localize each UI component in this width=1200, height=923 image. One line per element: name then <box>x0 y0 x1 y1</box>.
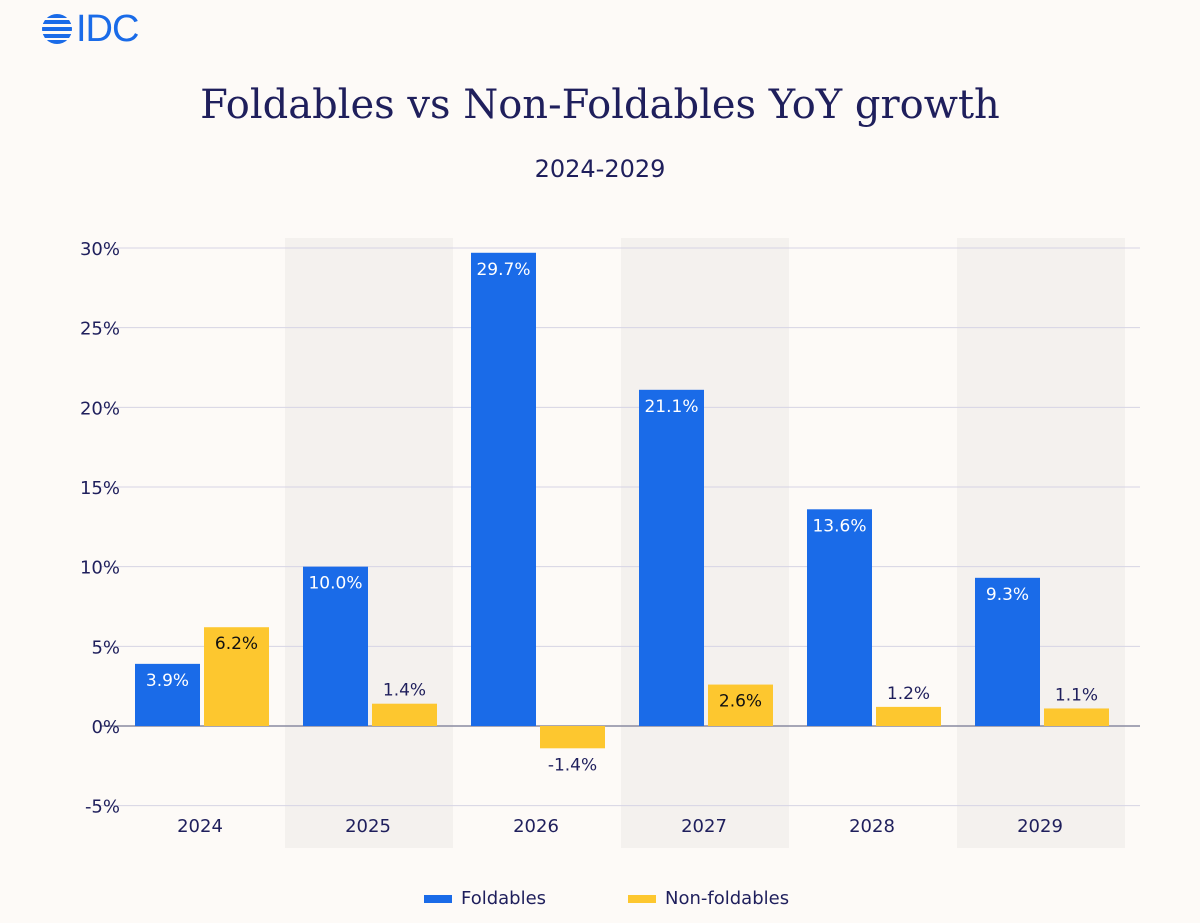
y-tick-label: -5% <box>85 797 120 818</box>
bar-non-foldables <box>372 703 437 726</box>
data-label: 2.6% <box>719 692 762 712</box>
logo-text: IDC <box>76 8 139 50</box>
bar-foldables <box>303 566 368 726</box>
chart-title: Foldables vs Non-Foldables YoY growth <box>200 82 1000 128</box>
legend: Foldables Non-foldables <box>0 888 1200 916</box>
bar-foldables <box>135 663 200 726</box>
idc-logo: IDC <box>40 8 139 50</box>
data-label: 9.3% <box>986 585 1029 605</box>
legend-label: Non-foldables <box>665 888 790 909</box>
legend-item-foldables: Foldables <box>424 888 546 909</box>
data-label: 3.9% <box>146 671 189 691</box>
data-label: 21.1% <box>644 397 698 417</box>
y-tick-label: 25% <box>80 319 120 340</box>
data-label: -1.4% <box>548 755 597 775</box>
category-band <box>957 238 1125 848</box>
x-tick-label: 2028 <box>849 816 895 837</box>
y-tick-label: 15% <box>80 478 120 499</box>
bar-non-foldables <box>1044 708 1109 726</box>
category-band <box>285 238 453 848</box>
x-tick-label: 2027 <box>681 816 727 837</box>
y-tick-label: 10% <box>80 558 120 579</box>
globe-icon <box>42 14 72 44</box>
y-tick-label: 30% <box>80 239 120 260</box>
bar-non-foldables <box>708 684 773 726</box>
data-label: 1.1% <box>1055 685 1098 705</box>
chart-subtitle: 2024-2029 <box>534 155 666 183</box>
bar-foldables <box>471 252 536 726</box>
bar-foldables <box>975 577 1040 726</box>
legend-label: Foldables <box>461 888 547 909</box>
x-tick-label: 2024 <box>177 816 223 837</box>
x-tick-label: 2025 <box>345 816 391 837</box>
bar-non-foldables <box>540 726 605 749</box>
legend-swatch-foldables <box>424 894 452 903</box>
legend-swatch-non-foldables <box>628 894 656 903</box>
legend-item-non-foldables: Non-foldables <box>628 888 789 909</box>
x-tick-label: 2026 <box>513 816 559 837</box>
data-label: 1.2% <box>887 684 930 704</box>
x-tick-label: 2029 <box>1017 816 1063 837</box>
data-label: 1.4% <box>383 681 426 701</box>
bar-non-foldables <box>204 627 269 726</box>
data-label: 13.6% <box>812 516 866 536</box>
bar-foldables <box>807 509 872 726</box>
data-label: 10.0% <box>308 574 362 594</box>
bar-foldables <box>639 389 704 726</box>
data-label: 6.2% <box>215 634 258 654</box>
y-tick-label: 20% <box>80 398 120 419</box>
bar-non-foldables <box>876 706 941 726</box>
y-tick-label: 5% <box>91 637 120 658</box>
data-label: 29.7% <box>476 260 530 280</box>
y-tick-label: 0% <box>91 717 120 738</box>
